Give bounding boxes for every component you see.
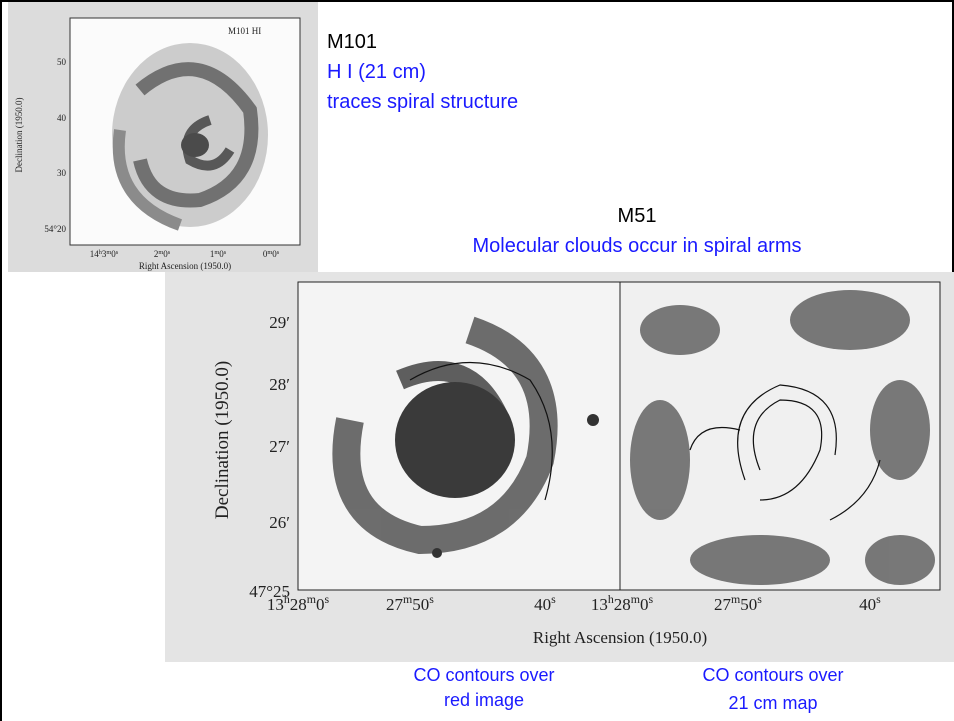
x-axis-title: Right Ascension (1950.0) [139,261,231,271]
y-tick-label: 29′ [269,313,290,332]
x-axis-title: Right Ascension (1950.0) [533,628,707,647]
y-tick-label: 54°20 [44,224,66,234]
y-tick-label: 40 [57,113,67,123]
y-axis-title: Declination (1950.0) [14,98,24,173]
m101-figure: M101 HI 50 40 30 54°20 14h3m0s 2m0s 1m0s… [8,0,318,272]
y-tick-label: 26′ [269,513,290,532]
panel-caption: red image [444,690,524,710]
y-axis-title: Declination (1950.0) [212,361,233,519]
x-tick-label: 14h3m0s [90,249,119,260]
panel-caption: CO contours over [413,665,554,685]
y-tick-label: 30 [57,168,67,178]
y-tick-label: 50 [57,57,67,67]
panel-caption: CO contours over [702,665,843,685]
y-tick-label: 27′ [269,437,290,456]
m51-subtitle: Molecular clouds occur in spiral arms [472,235,801,257]
x-tick-label: 13h28m0s [591,592,654,614]
slide: M101 HI 50 40 30 54°20 14h3m0s 2m0s 1m0s… [0,0,954,721]
y-tick-label: 28′ [269,375,290,394]
figure-label: M101 HI [228,26,261,36]
caption-line: traces spiral structure [327,91,518,113]
m51-title: M51 [618,205,657,227]
caption-line: H I (21 cm) [327,61,426,83]
caption-title: M101 [327,31,377,53]
x-tick-label: 13h28m0s [267,592,330,614]
m51-figure: 29′ 28′ 27′ 26′ 47°25 13h28m0s 27m50s 40… [165,272,954,662]
panel-caption: 21 cm map [728,693,817,713]
